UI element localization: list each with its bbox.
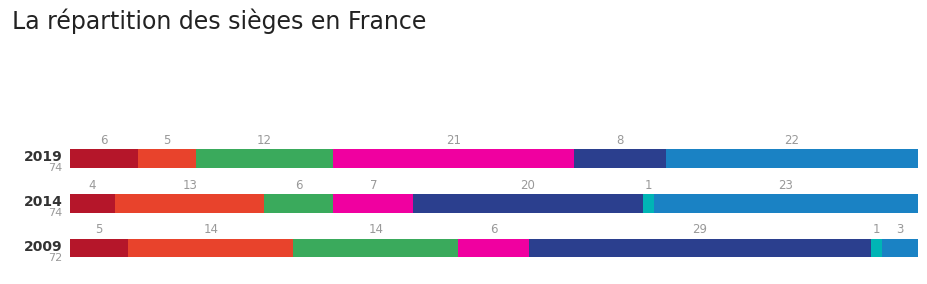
Text: 3: 3 <box>896 224 904 236</box>
Bar <box>529 239 870 257</box>
Bar <box>654 194 918 213</box>
Text: 4: 4 <box>89 179 96 192</box>
Text: 6: 6 <box>295 179 302 192</box>
Bar <box>70 194 115 213</box>
Bar <box>70 149 138 168</box>
Bar <box>115 194 264 213</box>
Bar <box>883 239 918 257</box>
Bar <box>574 149 666 168</box>
Text: 5: 5 <box>163 134 171 147</box>
Text: 2009: 2009 <box>24 240 63 254</box>
Text: 1: 1 <box>644 179 652 192</box>
Bar <box>264 194 333 213</box>
Text: 14: 14 <box>203 224 219 236</box>
Text: 20: 20 <box>521 179 536 192</box>
Text: 72: 72 <box>48 253 63 263</box>
Bar <box>293 239 458 257</box>
Bar <box>666 149 918 168</box>
Text: 23: 23 <box>779 179 794 192</box>
Bar <box>129 239 293 257</box>
Text: 6: 6 <box>489 224 498 236</box>
Bar <box>333 149 574 168</box>
Text: La répartition des sièges en France: La répartition des sièges en France <box>12 9 426 34</box>
Text: 5: 5 <box>95 224 103 236</box>
Text: 22: 22 <box>784 134 799 147</box>
Bar <box>70 239 129 257</box>
Text: 13: 13 <box>183 179 197 192</box>
Bar <box>870 239 883 257</box>
Text: 8: 8 <box>616 134 623 147</box>
Text: 2019: 2019 <box>24 150 63 164</box>
Text: 1: 1 <box>872 224 881 236</box>
Bar <box>196 149 333 168</box>
Text: 74: 74 <box>48 163 63 173</box>
Text: 2014: 2014 <box>24 195 63 209</box>
Text: 29: 29 <box>692 224 707 236</box>
Text: 74: 74 <box>48 208 63 218</box>
Text: 6: 6 <box>100 134 108 147</box>
Bar <box>458 239 529 257</box>
Bar <box>333 194 413 213</box>
Bar <box>413 194 642 213</box>
Text: 21: 21 <box>446 134 461 147</box>
Text: 7: 7 <box>370 179 377 192</box>
Text: 14: 14 <box>368 224 384 236</box>
Bar <box>642 194 654 213</box>
Text: 12: 12 <box>257 134 272 147</box>
Bar <box>138 149 196 168</box>
